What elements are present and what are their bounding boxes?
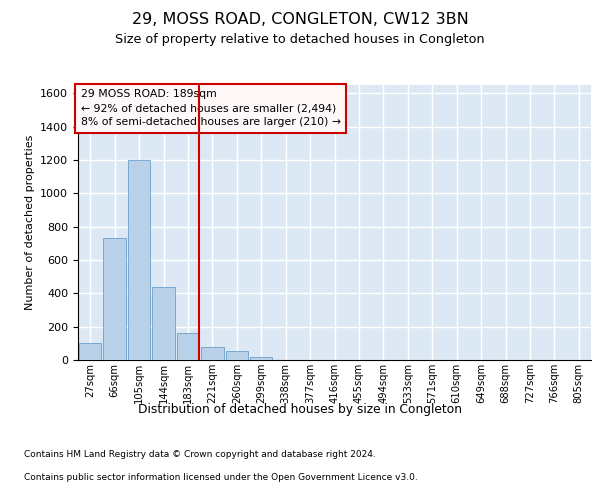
Bar [250,356,272,360]
Text: Contains public sector information licensed under the Open Government Licence v3: Contains public sector information licen… [24,472,418,482]
Bar [226,351,248,360]
Y-axis label: Number of detached properties: Number of detached properties [25,135,35,310]
Bar [79,344,101,360]
Text: Contains HM Land Registry data © Crown copyright and database right 2024.: Contains HM Land Registry data © Crown c… [24,450,376,459]
Bar [128,160,151,360]
Bar [176,334,199,360]
Text: Size of property relative to detached houses in Congleton: Size of property relative to detached ho… [115,32,485,46]
Text: 29 MOSS ROAD: 189sqm
← 92% of detached houses are smaller (2,494)
8% of semi-det: 29 MOSS ROAD: 189sqm ← 92% of detached h… [80,89,341,127]
Bar [103,238,126,360]
Text: 29, MOSS ROAD, CONGLETON, CW12 3BN: 29, MOSS ROAD, CONGLETON, CW12 3BN [131,12,469,28]
Bar [152,286,175,360]
Text: Distribution of detached houses by size in Congleton: Distribution of detached houses by size … [138,402,462,415]
Bar [201,346,224,360]
